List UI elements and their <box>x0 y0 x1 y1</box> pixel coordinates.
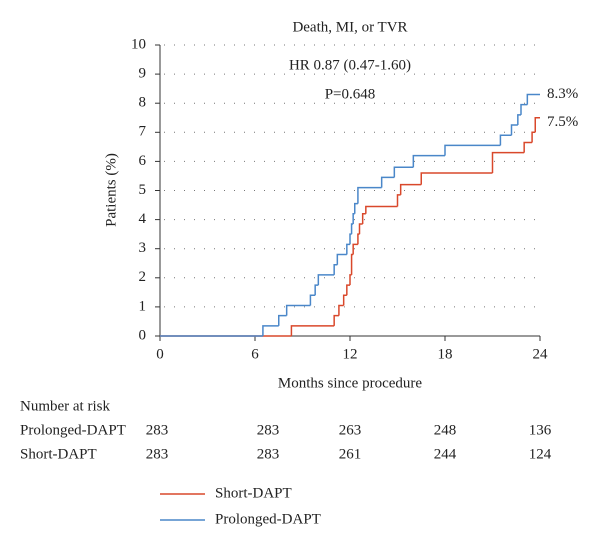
step-segment <box>393 166 414 178</box>
step-segment <box>336 253 347 265</box>
step-segment <box>317 274 335 286</box>
risk-value: 136 <box>529 422 552 438</box>
step-segment <box>491 151 525 174</box>
step-segment <box>346 284 350 296</box>
legend-label: Short-DAPT <box>215 485 292 501</box>
risk-row-name: Short-DAPT <box>20 446 97 462</box>
risk-row-name: Prolonged-DAPT <box>20 422 126 438</box>
risk-value: 283 <box>257 422 280 438</box>
risk-value: 261 <box>339 446 362 462</box>
risk-value: 283 <box>146 446 169 462</box>
step-segment <box>342 294 347 306</box>
step-segment <box>365 205 398 214</box>
risk-value: 263 <box>339 422 362 438</box>
x-tick-label: 0 <box>156 346 164 362</box>
step-segment <box>517 114 521 126</box>
step-segment <box>333 314 339 326</box>
y-tick-label: 8 <box>139 95 147 111</box>
y-tick-label: 4 <box>139 211 147 227</box>
step-segment <box>350 253 354 275</box>
step-segment <box>357 233 360 245</box>
risk-value: 283 <box>146 422 169 438</box>
step-segment <box>338 304 344 316</box>
step-segment <box>350 223 354 235</box>
step-segment <box>290 325 335 336</box>
step-segment <box>534 117 540 133</box>
step-segment <box>278 314 287 326</box>
step-segment <box>285 304 311 316</box>
legend-label: Prolonged-DAPT <box>215 511 321 527</box>
y-tick-label: 7 <box>139 124 147 140</box>
step-segment <box>399 183 422 195</box>
step-segment <box>396 194 401 207</box>
step-segment <box>412 154 445 168</box>
step-segment <box>523 141 533 153</box>
step-segment <box>380 176 395 188</box>
step-segment <box>352 213 355 224</box>
step-segment <box>309 294 316 306</box>
risk-value: 283 <box>257 446 280 462</box>
y-tick-label: 0 <box>139 327 147 343</box>
y-tick-label: 3 <box>139 240 147 256</box>
y-tick-label: 2 <box>139 269 147 285</box>
x-axis-label: Months since procedure <box>278 375 422 391</box>
end-label: 7.5% <box>547 114 578 130</box>
step-segment <box>358 223 363 235</box>
annotation: HR 0.87 (0.47-1.60) <box>289 57 411 73</box>
risk-value: 248 <box>434 422 457 438</box>
step-segment <box>420 172 493 185</box>
step-segment <box>346 243 350 255</box>
step-segment <box>314 284 319 296</box>
step-segment <box>349 274 352 286</box>
step-segment <box>349 233 352 245</box>
annotation: P=0.648 <box>325 86 376 102</box>
step-segment <box>357 186 382 204</box>
step-segment <box>352 243 358 255</box>
step-segment <box>361 213 366 224</box>
step-segment <box>333 263 338 275</box>
x-tick-label: 6 <box>251 346 259 362</box>
step-segment <box>531 131 536 143</box>
x-tick-label: 18 <box>438 346 453 362</box>
y-tick-label: 1 <box>139 298 147 314</box>
step-segment <box>499 134 512 146</box>
step-segment <box>444 144 501 156</box>
y-tick-label: 9 <box>139 66 147 82</box>
step-segment <box>262 325 279 336</box>
step-segment <box>354 202 358 214</box>
y-axis-label: Patients (%) <box>103 153 119 227</box>
risk-table-title: Number at risk <box>20 398 110 414</box>
y-tick-label: 6 <box>139 153 147 169</box>
end-label: 8.3% <box>547 86 578 102</box>
risk-value: 124 <box>529 446 552 462</box>
chart-title: Death, MI, or TVR <box>292 19 407 35</box>
step-segment <box>520 103 528 115</box>
y-tick-label: 10 <box>131 36 146 52</box>
step-segment <box>526 93 540 105</box>
step-segment <box>510 124 518 136</box>
x-tick-label: 12 <box>343 346 358 362</box>
x-tick-label: 24 <box>533 346 549 362</box>
risk-value: 244 <box>434 446 457 462</box>
y-tick-label: 5 <box>139 182 147 198</box>
